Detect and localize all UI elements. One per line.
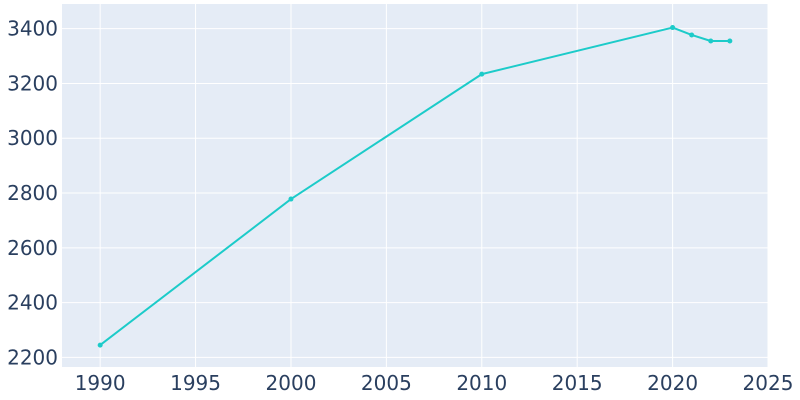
data-point xyxy=(689,32,695,38)
x-tick-label: 1990 xyxy=(75,371,126,395)
x-tick-label: 2000 xyxy=(266,371,317,395)
y-tick-label: 2200 xyxy=(7,345,58,369)
data-point xyxy=(670,25,676,31)
y-gridlines xyxy=(62,28,768,358)
y-tick-label: 3200 xyxy=(7,71,58,95)
x-gridlines xyxy=(99,4,769,367)
x-axis: 1990 1995 2000 2005 2010 2015 2020 2025 xyxy=(75,371,794,395)
y-tick-label: 2600 xyxy=(7,236,58,260)
data-point xyxy=(479,71,485,77)
x-tick-label: 2010 xyxy=(456,371,507,395)
y-axis: 2200 2400 2600 2800 3000 3200 3400 xyxy=(7,17,58,370)
y-tick-label: 2400 xyxy=(7,291,58,315)
data-point xyxy=(727,38,733,44)
x-tick-label: 2015 xyxy=(552,371,603,395)
plot-area xyxy=(62,4,768,367)
x-tick-label: 2005 xyxy=(361,371,412,395)
y-tick-label: 2800 xyxy=(7,181,58,205)
data-point xyxy=(288,196,294,202)
data-point xyxy=(708,38,714,44)
data-point xyxy=(97,342,103,348)
x-tick-label: 1995 xyxy=(170,371,221,395)
y-tick-label: 3400 xyxy=(7,17,58,41)
series-group xyxy=(97,25,733,348)
x-tick-label: 2025 xyxy=(743,371,794,395)
y-tick-label: 3000 xyxy=(7,126,58,150)
x-tick-label: 2020 xyxy=(647,371,698,395)
